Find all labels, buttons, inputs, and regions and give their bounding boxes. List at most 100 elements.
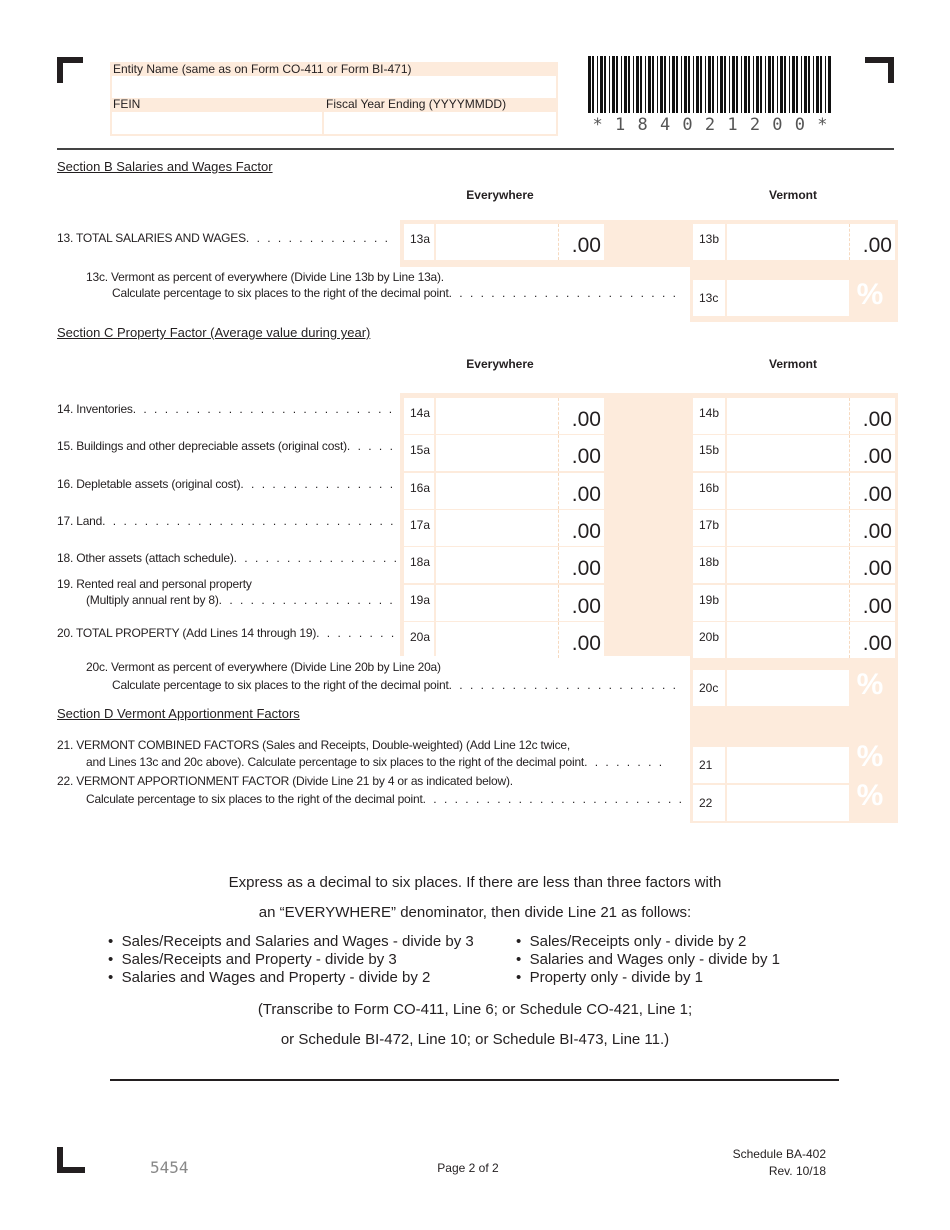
fiscal-year-field[interactable]: [324, 112, 556, 134]
section-b-title: Section B Salaries and Wages Factor: [57, 159, 273, 174]
barcode-bar: [760, 56, 762, 113]
barcode-bar: [720, 56, 723, 113]
barcode-bar: [660, 56, 663, 113]
barcode-bar: [732, 56, 735, 113]
corner-mark: [865, 57, 894, 63]
line19-a-label: 19a: [404, 585, 434, 621]
page-number: Page 2 of 2: [437, 1161, 499, 1175]
barcode-bar: [768, 56, 771, 113]
barcode-bar: [616, 56, 618, 113]
line17-a-label: 17a: [404, 510, 434, 546]
line22-box-label: 22: [693, 785, 725, 821]
line15-a-label: 15a: [404, 435, 434, 471]
line13-b-label: 13b: [693, 224, 725, 260]
barcode-bar: [729, 56, 730, 113]
fiscal-year-label: Fiscal Year Ending (YYYYMMDD): [326, 97, 507, 111]
line20-b-field[interactable]: [727, 622, 849, 658]
list-item: • Salaries and Wages only - divide by 1: [516, 951, 781, 968]
line20-a-cents: .00: [558, 622, 604, 658]
property-row-label: 14. Inventories . . . . . . . . . . . . …: [57, 402, 396, 416]
entity-name-field[interactable]: [112, 76, 556, 98]
percent-sign: %: [856, 278, 884, 311]
line19-b-field[interactable]: [727, 585, 849, 621]
line22-field[interactable]: [727, 785, 849, 821]
line13c-box-label: 13c: [693, 280, 725, 316]
vermont-header: Vermont: [768, 188, 817, 202]
barcode-bar: [633, 56, 634, 113]
line15-a-field[interactable]: [436, 435, 558, 471]
line20c-field[interactable]: [727, 670, 849, 706]
line17-a-field[interactable]: [436, 510, 558, 546]
barcode-bar: [717, 56, 718, 113]
barcode-bar: [640, 56, 642, 113]
barcode-bar: [609, 56, 610, 113]
line20-a-field[interactable]: [436, 622, 558, 658]
barcode-bar: [828, 56, 831, 113]
barcode-bar: [604, 56, 606, 113]
line15-b-cents: .00: [849, 435, 895, 471]
line18-b-field[interactable]: [727, 547, 849, 583]
property-row-label: 16. Depletable assets (original cost) . …: [57, 476, 396, 491]
barcode-bar: [796, 56, 798, 113]
barcode-bar: [792, 56, 795, 113]
barcode: [588, 56, 831, 113]
line19-a-cents: .00: [558, 585, 604, 621]
line21-field[interactable]: [727, 747, 849, 783]
barcode-bar: [676, 56, 678, 113]
section-d-title: Section D Vermont Apportionment Factors: [57, 706, 300, 721]
fein-field[interactable]: [112, 112, 322, 134]
line20-a-label: 20a: [404, 622, 434, 658]
property-row-label: 15. Buildings and other depreciable asse…: [57, 439, 396, 454]
barcode-bar: [652, 56, 654, 113]
line13-a-field[interactable]: [436, 224, 558, 260]
list-item: • Sales/Receipts and Property - divide b…: [108, 951, 397, 968]
header-box: Entity Name (same as on Form CO-411 or F…: [110, 62, 558, 136]
property-row-label: (Multiply annual rent by 8) . . . . . . …: [86, 592, 396, 607]
divider: [57, 148, 894, 150]
divider: [110, 1079, 839, 1081]
barcode-bar: [628, 56, 630, 113]
line13-b-cents: .00: [849, 224, 895, 260]
line18-a-cents: .00: [558, 547, 604, 583]
barcode-bar: [712, 56, 714, 113]
line13c-field[interactable]: [727, 280, 849, 316]
line15-b-field[interactable]: [727, 435, 849, 471]
line18-a-label: 18a: [404, 547, 434, 583]
line16-a-field[interactable]: [436, 473, 558, 509]
barcode-bar: [780, 56, 783, 113]
barcode-bar: [669, 56, 670, 113]
line16-b-field[interactable]: [727, 473, 849, 509]
line14-a-cents: .00: [558, 398, 604, 434]
barcode-bar: [612, 56, 615, 113]
barcode-bar: [688, 56, 690, 113]
barcode-bar: [736, 56, 738, 113]
percent-sign: %: [856, 668, 884, 701]
barcode-bar: [636, 56, 639, 113]
corner-mark: [57, 1147, 63, 1173]
line17-b-field[interactable]: [727, 510, 849, 546]
divisor-list-left: • Sales/Receipts and Salaries and Wages …: [108, 933, 474, 987]
fein-label: FEIN: [113, 97, 141, 111]
line13-b-field[interactable]: [727, 224, 849, 260]
schedule-name: Schedule BA-402: [732, 1147, 826, 1161]
line14-a-label: 14a: [404, 398, 434, 434]
line20-b-label: 20b: [693, 622, 725, 658]
transcribe-line1: (Transcribe to Form CO-411, Line 6; or S…: [257, 1001, 693, 1018]
revision: Rev. 10/18: [768, 1164, 826, 1178]
vermont-header: Vermont: [768, 357, 817, 371]
line14-a-field[interactable]: [436, 398, 558, 434]
barcode-bar: [705, 56, 706, 113]
barcode-bar: [804, 56, 807, 113]
barcode-bar: [600, 56, 603, 113]
percent-sign: %: [856, 740, 884, 773]
barcode-bar: [724, 56, 726, 113]
line19-a-field[interactable]: [436, 585, 558, 621]
barcode-bar: [624, 56, 627, 113]
barcode-bar: [777, 56, 778, 113]
line20c-text2: Calculate percentage to six places to th…: [112, 678, 684, 692]
line14-b-field[interactable]: [727, 398, 849, 434]
line15-a-cents: .00: [558, 435, 604, 471]
line18-a-field[interactable]: [436, 547, 558, 583]
barcode-bar: [672, 56, 675, 113]
line20c-box-label: 20c: [693, 670, 725, 706]
